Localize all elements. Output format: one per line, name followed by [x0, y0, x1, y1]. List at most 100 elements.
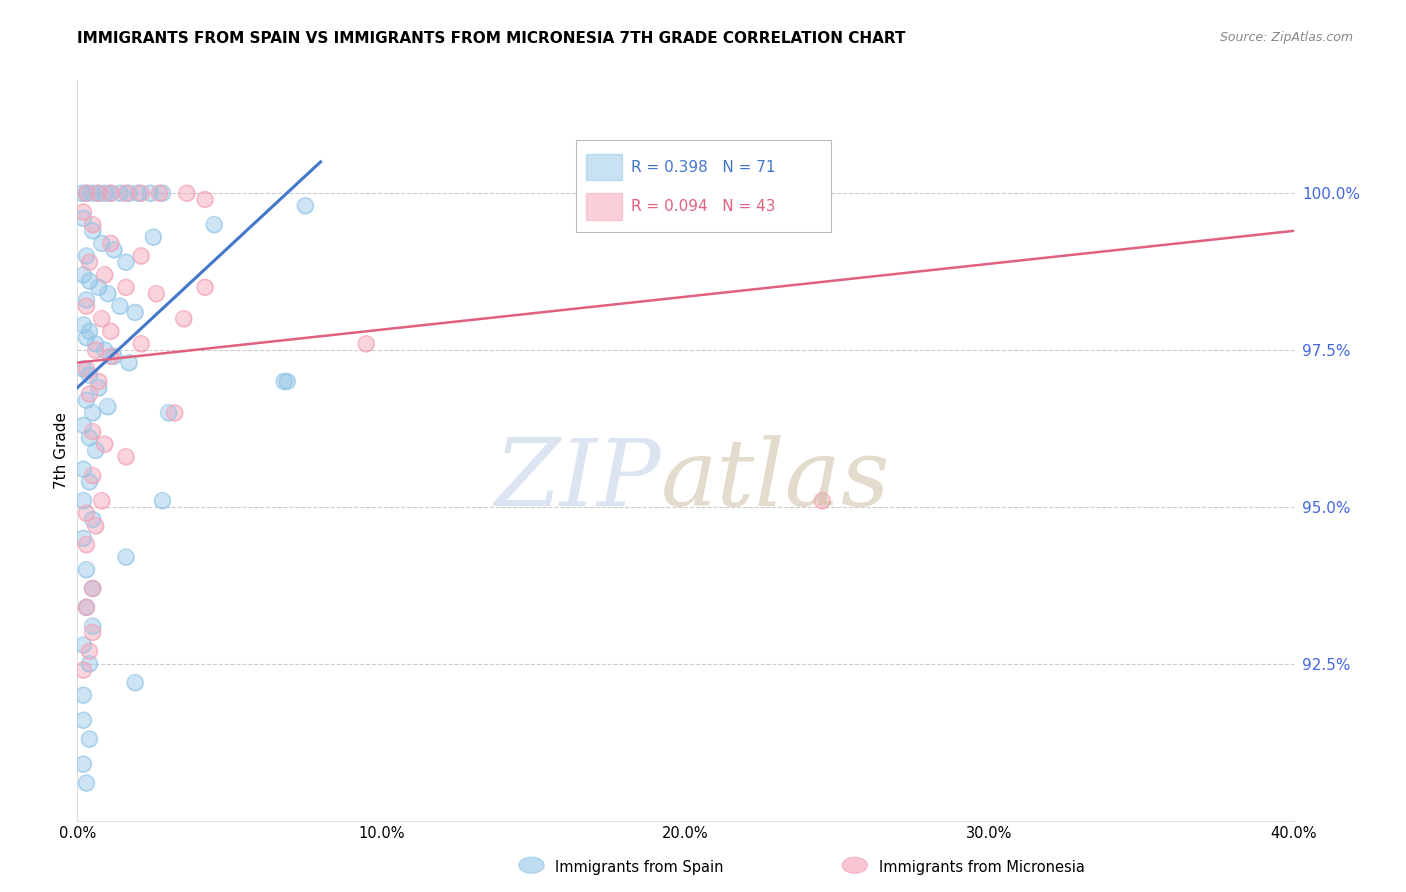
- Point: [84, 336, 107, 351]
- Point: [90, 236, 112, 251]
- Point: [75, 776, 97, 790]
- Text: Immigrants from Spain: Immigrants from Spain: [555, 860, 724, 874]
- Point: [148, 186, 170, 201]
- Point: [108, 299, 131, 313]
- Point: [75, 506, 97, 520]
- Point: [129, 186, 152, 201]
- Point: [79, 657, 101, 671]
- Point: [82, 582, 104, 596]
- Point: [75, 293, 97, 307]
- Point: [79, 475, 101, 489]
- Point: [82, 619, 104, 633]
- Point: [294, 199, 316, 213]
- Point: [84, 343, 107, 357]
- Point: [79, 387, 101, 401]
- Point: [79, 431, 101, 445]
- Point: [115, 186, 138, 201]
- Point: [97, 400, 120, 414]
- Text: atlas: atlas: [661, 435, 890, 525]
- Point: [75, 186, 97, 201]
- Point: [82, 468, 104, 483]
- Point: [87, 381, 110, 395]
- Point: [72, 418, 94, 433]
- Point: [93, 268, 115, 282]
- Point: [100, 186, 122, 201]
- Point: [100, 236, 122, 251]
- Point: [82, 425, 104, 439]
- Point: [115, 450, 138, 464]
- Point: [72, 638, 94, 652]
- Point: [72, 418, 94, 433]
- Point: [79, 657, 101, 671]
- FancyBboxPatch shape: [576, 139, 831, 232]
- Point: [75, 299, 97, 313]
- Point: [118, 186, 141, 201]
- Point: [79, 732, 101, 747]
- Point: [82, 619, 104, 633]
- Point: [87, 186, 110, 201]
- Point: [152, 493, 174, 508]
- Point: [108, 186, 131, 201]
- Point: [115, 186, 138, 201]
- Point: [70, 186, 93, 201]
- Text: R = 0.094   N = 43: R = 0.094 N = 43: [631, 199, 775, 214]
- Point: [129, 249, 152, 263]
- Point: [142, 230, 165, 244]
- Point: [79, 387, 101, 401]
- Point: [103, 349, 125, 363]
- Point: [173, 311, 195, 326]
- Point: [103, 349, 125, 363]
- Point: [100, 186, 122, 201]
- Point: [72, 318, 94, 332]
- Point: [115, 550, 138, 565]
- Point: [176, 186, 198, 201]
- Point: [75, 563, 97, 577]
- Point: [90, 311, 112, 326]
- Point: [93, 437, 115, 451]
- Point: [75, 362, 97, 376]
- Point: [72, 211, 94, 226]
- Point: [75, 393, 97, 408]
- Point: [70, 186, 93, 201]
- Point: [84, 518, 107, 533]
- Point: [75, 186, 97, 201]
- Point: [82, 218, 104, 232]
- Point: [75, 600, 97, 615]
- Point: [93, 437, 115, 451]
- Point: [152, 186, 174, 201]
- Point: [811, 493, 834, 508]
- Point: [124, 305, 146, 319]
- Point: [100, 349, 122, 363]
- Point: [129, 336, 152, 351]
- Point: [124, 675, 146, 690]
- Point: [87, 280, 110, 294]
- Point: [100, 349, 122, 363]
- Point: [82, 218, 104, 232]
- Text: Immigrants from Micronesia: Immigrants from Micronesia: [879, 860, 1084, 874]
- Point: [129, 186, 152, 201]
- Point: [124, 305, 146, 319]
- Point: [79, 255, 101, 269]
- Point: [72, 268, 94, 282]
- Point: [176, 186, 198, 201]
- Point: [84, 443, 107, 458]
- Point: [93, 343, 115, 357]
- Point: [75, 600, 97, 615]
- Point: [72, 663, 94, 677]
- FancyBboxPatch shape: [586, 193, 623, 219]
- Point: [118, 356, 141, 370]
- Point: [87, 186, 110, 201]
- Point: [97, 286, 120, 301]
- Point: [82, 224, 104, 238]
- Point: [354, 336, 377, 351]
- Point: [75, 600, 97, 615]
- Text: IMMIGRANTS FROM SPAIN VS IMMIGRANTS FROM MICRONESIA 7TH GRADE CORRELATION CHART: IMMIGRANTS FROM SPAIN VS IMMIGRANTS FROM…: [77, 31, 905, 46]
- Point: [72, 688, 94, 702]
- Point: [79, 475, 101, 489]
- Point: [173, 311, 195, 326]
- Point: [194, 280, 217, 294]
- Point: [72, 318, 94, 332]
- Point: [72, 531, 94, 545]
- Point: [75, 249, 97, 263]
- Point: [75, 538, 97, 552]
